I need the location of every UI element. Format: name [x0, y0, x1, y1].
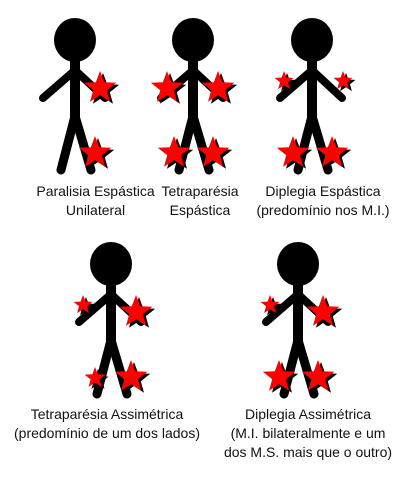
- figure-left-arm: [75, 292, 113, 326]
- caption-line: dos M.S. mais que o outro): [223, 444, 393, 460]
- figure-head: [54, 18, 96, 62]
- figure-left-arm: [276, 68, 314, 102]
- star-right-hand: [83, 71, 117, 102]
- star-left-foot-small: [84, 367, 106, 387]
- star-left-hand-small: [260, 295, 280, 314]
- star-left-hand: [150, 71, 184, 102]
- caption-tetraparesia-espastica: Tetraparésia Espástica: [140, 182, 260, 220]
- caption-diplegia-espastica: Diplegia Espástica (predomínio nos M.I.): [238, 182, 408, 220]
- figure-head: [291, 18, 333, 62]
- caption-line: (predomínio de um dos lados): [14, 425, 200, 441]
- stick-figure-paralisia-espastica-unilateral: [39, 18, 120, 175]
- star-left-foot: [157, 136, 191, 167]
- star-left-hand-small: [274, 71, 294, 90]
- caption-tetraparesia-assimetrica: Tetraparésia Assimétrica (predomínio de …: [2, 405, 212, 443]
- star-right-foot: [301, 360, 335, 391]
- stick-figure-diplegia-espastica: [274, 18, 356, 175]
- star-left-foot: [262, 360, 296, 391]
- figure-left-leg: [56, 111, 80, 175]
- star-right-hand: [119, 295, 153, 326]
- caption-line: Espástica: [169, 202, 231, 218]
- caption-line: Tetraparésia: [161, 183, 239, 199]
- figure-head: [277, 242, 319, 286]
- caption-line: Diplegia Assimétrica: [244, 406, 372, 422]
- caption-diplegia-assimetrica: Diplegia Assimétrica (M.I. bilateralment…: [208, 405, 408, 462]
- star-right-foot: [196, 136, 230, 167]
- caption-line: (M.I. bilateralmente e um: [230, 425, 386, 441]
- star-right-hand: [306, 295, 340, 326]
- star-right-hand-small: [333, 71, 353, 90]
- stick-figure-tetraparesia-espastica: [150, 18, 238, 175]
- star-right-foot: [315, 136, 349, 167]
- stick-figure-tetraparesia-assimetrica: [73, 242, 156, 399]
- caption-line: Paralisia Espástica: [36, 183, 155, 199]
- star-right-foot: [114, 360, 148, 391]
- figure-left-arm: [262, 292, 300, 326]
- caption-line: Unilateral: [65, 202, 126, 218]
- figure-right-arm: [310, 68, 346, 102]
- star-left-hand-small: [73, 295, 93, 314]
- caption-line: Diplegia Espástica: [265, 183, 381, 199]
- star-left-foot: [276, 136, 310, 167]
- caption-line: Tetraparésia Assimétrica: [30, 406, 184, 422]
- caption-line: (predomínio nos M.I.): [256, 202, 390, 218]
- stick-figure-diplegia-assimetrica: [260, 242, 343, 399]
- figure-head: [172, 18, 214, 62]
- star-right-hand: [201, 71, 235, 102]
- star-right-foot: [78, 136, 112, 167]
- figure-head: [90, 242, 132, 286]
- caption-paralisia-espastica-unilateral: Paralisia Espástica Unilateral: [8, 182, 183, 220]
- figure-left-arm: [39, 68, 77, 102]
